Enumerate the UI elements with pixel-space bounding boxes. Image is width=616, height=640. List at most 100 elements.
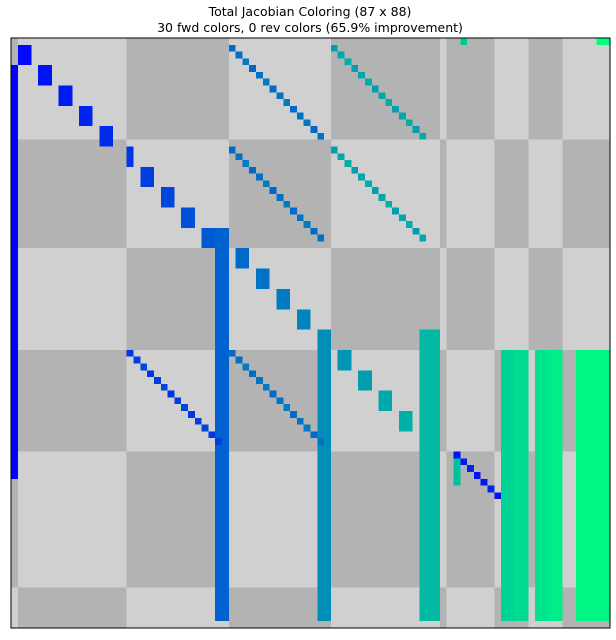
nonzero-block [337,349,352,371]
background-block [11,587,18,628]
diagonal-cell [358,173,365,181]
diagonal-cell [215,438,223,445]
background-block [446,349,495,452]
diagonal-cell [467,465,474,473]
diagonal-cell [337,51,345,59]
diagonal-cell [276,193,284,201]
nonzero-block [235,248,250,269]
diagonal-cell [303,221,311,228]
diagonal-cell [337,153,345,161]
diagonal-cell [228,349,236,357]
diagonal-cell [392,207,399,215]
background-block [494,248,529,350]
background-block [528,38,563,140]
diagonal-cell [310,126,318,133]
background-block [528,139,563,249]
diagonal-cell [398,214,406,222]
chart-title-block: Total Jacobian Coloring (87 x 88) 30 fwd… [0,4,616,35]
nonzero-block [181,207,195,228]
diagonal-cell [494,492,502,500]
diagonal-cell [296,112,304,120]
diagonal-cell [269,187,277,194]
background-block [494,38,529,140]
background-block [439,349,447,452]
diagonal-cell [364,78,372,86]
diagonal-cell [249,166,257,174]
diagonal-cell [235,51,243,59]
diagonal-cell [310,227,318,235]
background-block [228,451,331,588]
diagonal-cell [153,377,161,384]
diagonal-cell [371,187,379,194]
diagonal-cell [412,227,420,235]
diagonal-strands [126,44,502,500]
diagonal-cell [378,193,386,201]
background-block [126,248,229,350]
nonzero-block [535,349,549,622]
diagonal-cell [283,404,291,411]
background-block [126,451,229,588]
nonzero-block [317,329,331,622]
nonzero-block [11,65,18,479]
diagonal-cell [235,356,243,364]
background-block [11,451,18,588]
diagonal-cell [419,234,427,242]
diagonal-cell [181,404,188,411]
diagonal-cell [256,173,263,181]
nonzero-block [126,146,134,167]
background-block [562,139,610,249]
diagonal-cell [317,438,325,445]
diagonal-cell [249,65,257,72]
diagonal-cell [208,431,216,439]
background-block [446,139,495,249]
nonzero-block [378,390,393,411]
diagonal-cell [344,58,352,66]
background-block [562,248,610,350]
diagonal-cell [269,85,277,93]
diagonal-cell [126,349,134,357]
diagonal-cell [412,126,420,133]
diagonal-cell [480,478,488,486]
background-block [446,587,495,628]
diagonal-cell [290,105,297,113]
diagonal-cell [303,424,311,432]
nonzero-block [575,349,610,622]
diagonal-cell [290,207,297,215]
nonzero-block [160,187,175,208]
diagonal-cell [310,431,318,439]
diagonal-cell [167,390,175,398]
diagonal-cell [317,132,325,140]
background-block [528,248,563,350]
nonzero-block [201,227,216,249]
diagonal-cell [405,119,413,127]
nonzero-cells [11,38,610,622]
chart-subtitle: 30 fwd colors, 0 rev colors (65.9% impro… [157,19,463,35]
diagonal-cell [473,472,481,479]
diagonal-cell [133,356,141,364]
plot-frame [10,37,611,629]
background-block [494,139,529,249]
diagonal-cell [392,105,399,113]
diagonal-cell [235,153,243,161]
nonzero-block [501,349,515,622]
diagonal-cell [351,166,359,174]
diagonal-cell [174,397,182,405]
nonzero-block [419,329,440,622]
nonzero-block [17,44,32,66]
diagonal-cell [187,410,195,418]
diagonal-cell [262,180,270,188]
diagonal-cell [296,214,304,222]
diagonal-cell [262,78,270,86]
diagonal-cell [378,92,386,100]
nonzero-block [58,85,73,106]
diagonal-cell [290,410,297,418]
nonzero-block [215,227,229,622]
chart-title: Total Jacobian Coloring (87 x 88) [208,4,412,19]
nonzero-block [99,126,114,147]
diagonal-cell [242,363,250,371]
nonzero-block [79,105,93,127]
nonzero-block [296,309,311,330]
diagonal-cell [242,160,250,167]
nonzero-block [38,65,52,86]
nonzero-block [276,288,291,310]
